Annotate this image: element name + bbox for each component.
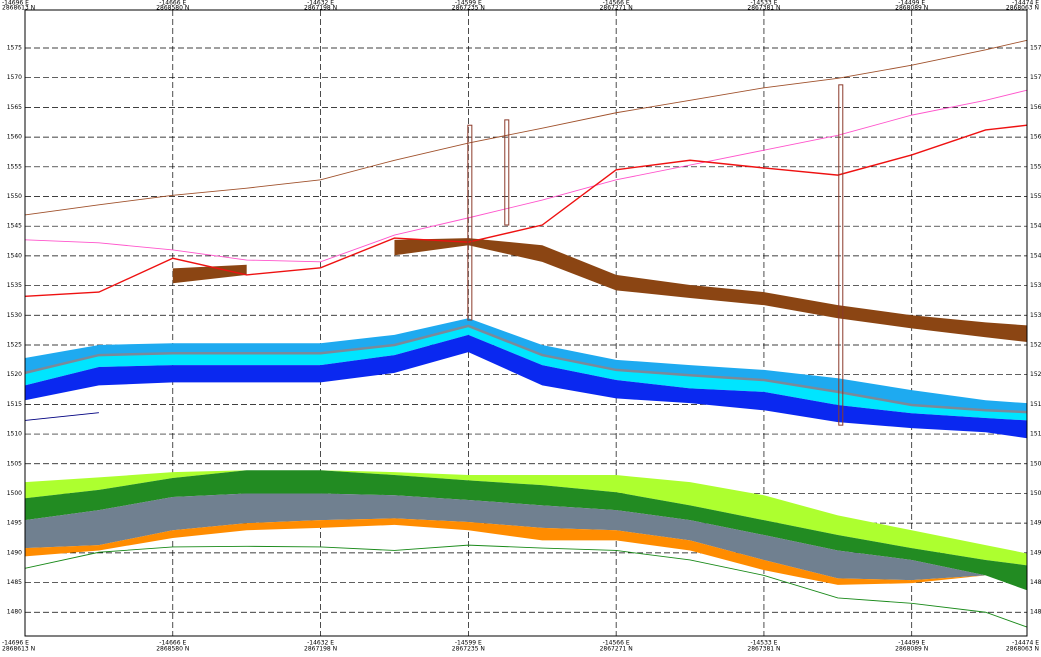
y-tick-label-right: 1535 [1030,282,1041,289]
y-tick-label: 1530 [7,312,22,319]
y-tick-label: 1560 [7,134,22,141]
y-tick-label: 1495 [7,520,22,527]
y-tick-label-right: 1525 [1030,341,1041,348]
x-tick-north-bottom: 2867271 N [600,646,633,653]
y-tick-label: 1555 [7,163,22,170]
y-tick-label: 1505 [7,460,22,467]
y-tick-label: 1490 [7,549,22,556]
y-tick-label: 1500 [7,490,22,497]
y-tick-label-right: 1550 [1030,193,1041,200]
horizon-line [25,413,99,421]
y-tick-label: 1570 [7,74,22,81]
x-tick-north-top: 2867271 N [600,5,633,12]
layer-band [173,265,247,283]
y-tick-label-right: 1495 [1030,520,1041,527]
page: {"chart_data": { "type": "cross-section"… [0,0,1041,657]
x-tick-north-top: 2867235 N [452,5,485,12]
y-tick-label-right: 1480 [1030,609,1041,616]
x-tick-north-bottom: 2868089 N [895,646,928,653]
chart: 1480 1480 1485 1485 1490 1490 1495 1495 1500 1500… [0,0,1041,657]
y-tick-label: 1565 [7,104,22,111]
y-tick-label-right: 1570 [1030,74,1041,81]
y-tick-label-right: 1575 [1030,45,1041,52]
x-tick-north-top: 2868580 N [156,5,189,12]
y-tick-label-right: 1515 [1030,401,1041,408]
y-tick-label: 1550 [7,193,22,200]
y-tick-label-right: 1560 [1030,134,1041,141]
y-tick-label: 1540 [7,252,22,259]
x-tick-north-bottom: 2868580 N [156,646,189,653]
y-tick-label-right: 1520 [1030,371,1041,378]
x-tick-north-bottom: 2868063 N [1006,646,1039,653]
x-tick-north-top: 2868613 N [2,5,35,12]
x-tick-north-bottom: 2867235 N [452,646,485,653]
y-tick-label-right: 1490 [1030,549,1041,556]
y-tick-label-right: 1540 [1030,252,1041,259]
x-tick-north-top: 2867381 N [747,5,780,12]
y-tick-label: 1485 [7,579,22,586]
y-tick-label-right: 1565 [1030,104,1041,111]
well [839,85,843,425]
y-tick-label-right: 1530 [1030,312,1041,319]
x-tick-north-top: 2867198 N [304,5,337,12]
y-tick-label: 1515 [7,401,22,408]
x-tick-north-top: 2868063 N [1006,5,1039,12]
y-tick-label: 1545 [7,223,22,230]
x-tick-north-top: 2868089 N [895,5,928,12]
y-tick-label: 1575 [7,45,22,52]
y-tick-label: 1510 [7,431,22,438]
y-tick-label-right: 1485 [1030,579,1041,586]
y-tick-label: 1480 [7,609,22,616]
y-tick-label: 1525 [7,341,22,348]
y-tick-label-right: 1545 [1030,223,1041,230]
y-tick-label-right: 1555 [1030,163,1041,170]
y-tick-label: 1520 [7,371,22,378]
y-tick-label: 1535 [7,282,22,289]
horizon-line [25,90,1027,262]
y-tick-label-right: 1510 [1030,431,1041,438]
x-tick-north-bottom: 2868613 N [2,646,35,653]
x-tick-north-bottom: 2867381 N [747,646,780,653]
y-tick-label-right: 1505 [1030,460,1041,467]
y-tick-label-right: 1500 [1030,490,1041,497]
horizon-line [25,40,1027,215]
x-tick-north-bottom: 2867198 N [304,646,337,653]
